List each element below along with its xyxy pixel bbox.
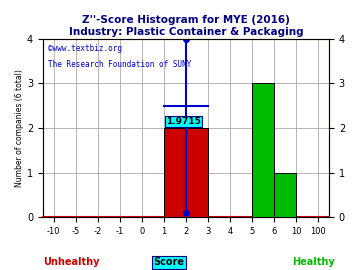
Y-axis label: Number of companies (6 total): Number of companies (6 total)	[15, 69, 24, 187]
Title: Z''-Score Histogram for MYE (2016)
Industry: Plastic Container & Packaging: Z''-Score Histogram for MYE (2016) Indus…	[68, 15, 303, 37]
Text: 1.9715: 1.9715	[166, 117, 201, 126]
Bar	[164, 128, 208, 217]
Text: Score: Score	[154, 257, 185, 267]
Bar	[252, 83, 274, 217]
Text: ©www.textbiz.org: ©www.textbiz.org	[49, 44, 122, 53]
Text: Unhealthy: Unhealthy	[43, 257, 100, 267]
Bar	[274, 173, 296, 217]
Text: The Research Foundation of SUNY: The Research Foundation of SUNY	[49, 60, 192, 69]
Text: Healthy: Healthy	[292, 257, 334, 267]
